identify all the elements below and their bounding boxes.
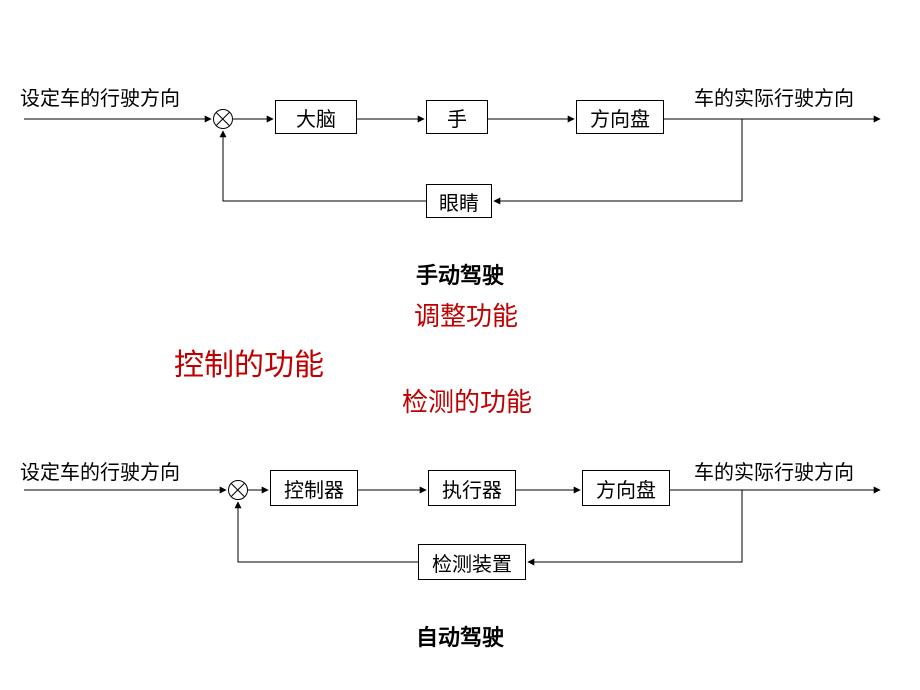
d1-input-label: 设定车的行驶方向: [20, 82, 180, 111]
d2-node-wheel: 方向盘: [582, 470, 670, 506]
d2-summing-junction: [228, 480, 248, 500]
d1-node-eye-label: 眼睛: [439, 187, 479, 216]
d2-input-label: 设定车的行驶方向: [20, 456, 180, 485]
d1-node-brain: 大脑: [275, 100, 357, 134]
d1-node-eye: 眼睛: [426, 184, 492, 218]
d1-node-hand: 手: [426, 100, 488, 134]
d1-node-wheel: 方向盘: [576, 100, 664, 134]
d2-node-actuator: 执行器: [428, 470, 516, 506]
annotation-detect: 检测的功能: [402, 382, 532, 419]
d2-title: 自动驾驶: [416, 620, 504, 652]
d2-node-sensor: 检测装置: [418, 544, 526, 580]
d2-node-actuator-label: 执行器: [442, 474, 502, 503]
d2-node-controller: 控制器: [270, 470, 358, 506]
d2-node-sensor-label: 检测装置: [432, 548, 512, 577]
d1-node-hand-label: 手: [447, 103, 467, 132]
d2-node-wheel-label: 方向盘: [596, 474, 656, 503]
d1-node-brain-label: 大脑: [296, 103, 336, 132]
d1-node-wheel-label: 方向盘: [590, 103, 650, 132]
d2-output-label: 车的实际行驶方向: [694, 456, 854, 485]
d1-summing-junction: [213, 109, 233, 129]
d1-title: 手动驾驶: [416, 258, 504, 290]
annotation-control: 控制的功能: [174, 340, 324, 384]
d2-node-controller-label: 控制器: [284, 474, 344, 503]
diagram-container: 设定车的行驶方向 车的实际行驶方向 大脑 手 方向盘 眼睛 手动驾驶 调整功能 …: [0, 0, 920, 690]
d1-output-label: 车的实际行驶方向: [694, 82, 854, 111]
annotation-adjust: 调整功能: [414, 296, 518, 333]
